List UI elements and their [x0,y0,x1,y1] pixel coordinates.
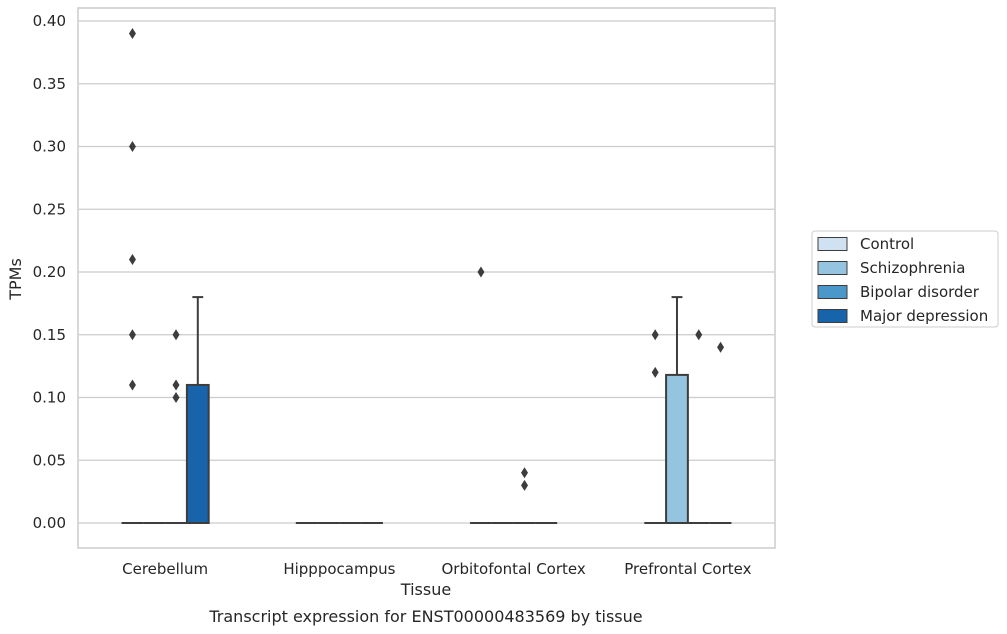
y-tick-label: 0.15 [33,326,66,344]
y-tick-label: 0.25 [33,200,66,218]
y-tick-label: 0.20 [33,263,66,281]
box-body [665,373,689,524]
outlier-point [128,329,136,341]
outlier-point [128,28,136,40]
x-tick-label: Hipppocampus [283,560,395,578]
outlier-point [128,253,136,265]
legend: Control Schizophrenia Bipolar disorder Majo… [811,230,999,328]
y-tick-label: 0.05 [33,451,66,469]
box-schizophrenia [665,296,689,524]
box-body [185,383,210,525]
outlier-point [128,141,136,152]
legend-label: Major depression [860,307,988,325]
x-tick-label: Orbitofontal Cortex [442,560,586,578]
legend-swatch [817,309,848,323]
outlier-point [128,379,136,391]
x-axis-ticks: Cerebellum Hipppocampus Orbitofontal Corte… [122,560,751,578]
legend-label: Bipolar disorder [860,283,980,301]
outlier-point [172,329,180,341]
chart-caption: Transcript expression for ENST0000048356… [208,607,642,626]
boxes [121,296,732,525]
legend-frame [811,230,999,328]
y-tick-label: 0.00 [33,514,66,532]
outlier-point [172,392,180,403]
legend-label: Control [860,235,914,253]
outlier-point [477,266,485,278]
box-major-depression [185,296,210,525]
x-tick-label: Cerebellum [122,560,208,578]
outliers [128,28,725,491]
y-tick-label: 0.30 [33,138,66,156]
plot-area-frame [77,7,776,549]
legend-swatch [817,237,848,251]
legend-label: Schizophrenia [860,259,965,277]
y-axis-label: TPMs [6,258,25,301]
outlier-point [521,479,529,491]
outlier-point [521,467,529,479]
y-tick-label: 0.35 [33,75,66,93]
x-axis-label: Tissue [400,580,451,599]
legend-swatch [817,261,848,275]
x-tick-label: Prefrontal Cortex [624,560,751,578]
outlier-point [651,366,659,378]
outlier-point [651,329,659,341]
y-axis-ticks: 0.00 0.05 0.10 0.15 0.20 0.25 0.30 0.35 0.40 [33,12,66,532]
y-tick-label: 0.40 [33,12,66,30]
y-tick-label: 0.10 [33,389,66,407]
outlier-point [717,341,725,353]
outlier-point [695,329,703,341]
outlier-point [172,379,180,391]
legend-swatch [817,285,848,299]
